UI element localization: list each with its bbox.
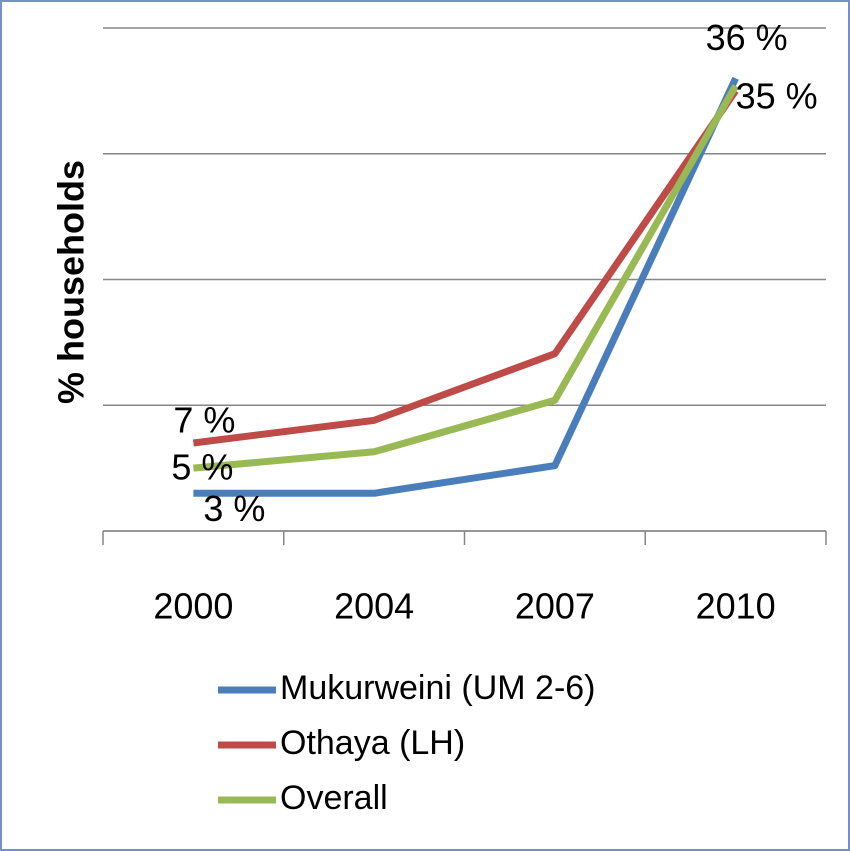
- x-tick-label: 2004: [334, 586, 414, 627]
- y-axis-label: % households: [51, 160, 92, 404]
- legend-label: Overall: [280, 779, 388, 817]
- data-label: 3 %: [203, 488, 265, 529]
- series-line: [193, 76, 739, 497]
- data-label: 35 %: [736, 75, 818, 116]
- data-label: 5 %: [171, 447, 233, 488]
- series-line: [192, 88, 739, 447]
- x-tick-label: 2000: [153, 586, 233, 627]
- data-label: 7 %: [173, 399, 235, 440]
- x-tick-label: 2007: [515, 586, 595, 627]
- x-tick-label: 2010: [696, 586, 776, 627]
- legend-label: Mukurweini (UM 2-6): [280, 669, 596, 707]
- series-line: [193, 84, 739, 472]
- legend-label: Othaya (LH): [280, 724, 465, 762]
- data-label: 36 %: [706, 17, 788, 58]
